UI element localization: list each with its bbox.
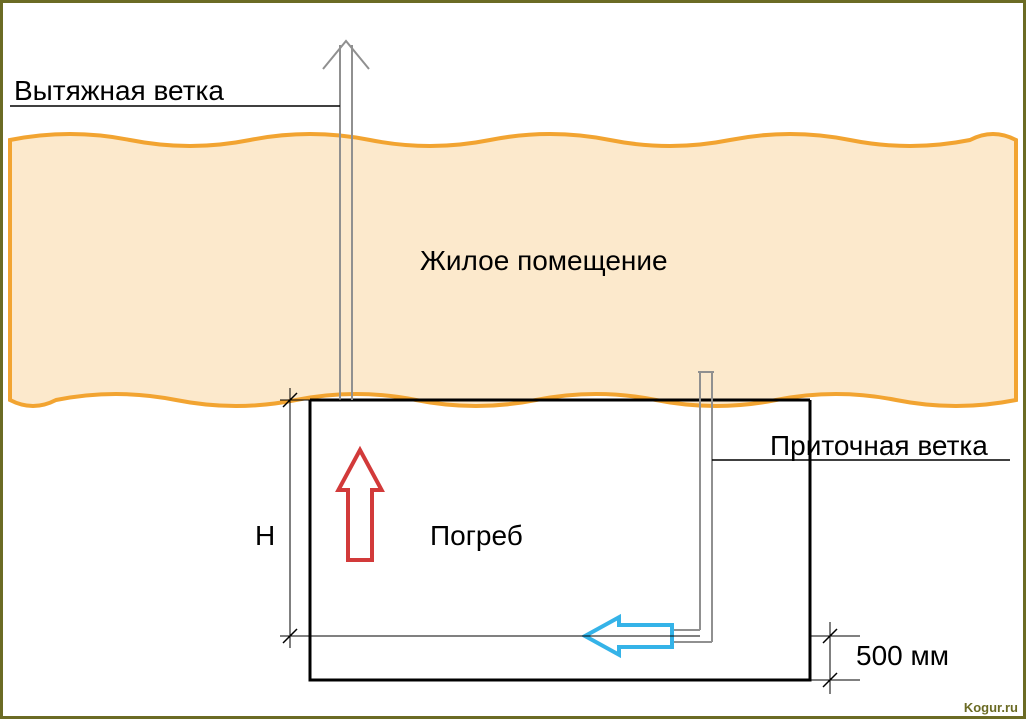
height-dimension-label: Н <box>255 520 275 552</box>
gap-dimension-label: 500 мм <box>856 640 949 672</box>
watermark-text: Kogur.ru <box>964 700 1018 715</box>
exhaust-branch-label: Вытяжная ветка <box>14 75 224 107</box>
cellar-label: Погреб <box>430 520 523 552</box>
diagram-canvas <box>0 0 1026 719</box>
living-area-label: Жилое помещение <box>420 245 668 277</box>
cellar-outline <box>310 400 810 680</box>
exhaust-pipe-cap <box>323 41 369 69</box>
supply-branch-label: Приточная ветка <box>770 430 988 462</box>
airflow-up-arrow <box>338 450 381 560</box>
